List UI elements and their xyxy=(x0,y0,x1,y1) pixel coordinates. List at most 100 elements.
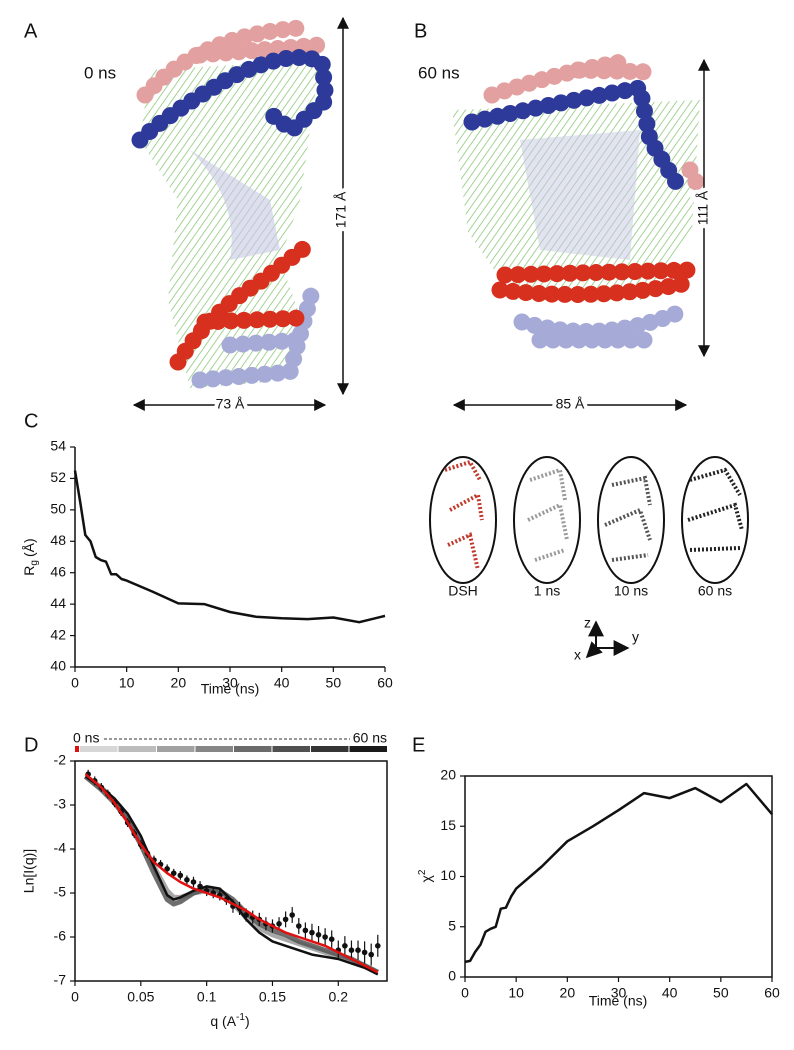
y-tick-label: -4 xyxy=(54,840,67,856)
y-tick-label: 15 xyxy=(440,817,456,833)
data-point xyxy=(289,912,296,918)
x-tick-label: 60 xyxy=(377,675,393,691)
data-point xyxy=(355,947,361,953)
x-tick-label: 30 xyxy=(611,985,627,1001)
data-point xyxy=(282,916,289,923)
plot-frame xyxy=(464,775,773,978)
y-axis-title-sub: g xyxy=(29,560,40,566)
inset-label: DSH xyxy=(448,583,478,599)
y-tick-label: 48 xyxy=(50,532,66,548)
x-tick-label: 10 xyxy=(508,985,524,1001)
legend-swatch xyxy=(157,746,195,752)
dimension-label: 171 Å xyxy=(333,191,349,228)
panel-label: D xyxy=(24,734,38,756)
legend-swatch xyxy=(272,746,310,752)
y-tick-label: 0 xyxy=(448,968,456,984)
y-tick-label: -5 xyxy=(54,884,67,900)
data-point xyxy=(328,936,335,942)
y-tick-label: 54 xyxy=(50,438,66,454)
legend-end: 60 ns xyxy=(353,730,387,746)
x-tick-label: 0 xyxy=(71,675,79,691)
legend-swatch xyxy=(234,746,272,752)
y-axis-title-sup: 2 xyxy=(417,869,428,875)
y-axis-title-base: R xyxy=(21,566,37,576)
y-tick-label: -2 xyxy=(54,752,67,768)
y-tick-label: -3 xyxy=(54,796,67,812)
molecule-a xyxy=(131,19,335,389)
data-point xyxy=(302,927,309,934)
y-tick-label: 46 xyxy=(50,563,66,579)
panel-label: E xyxy=(412,734,425,756)
data-point xyxy=(309,929,315,936)
insets xyxy=(429,456,749,659)
y-tick-label: 44 xyxy=(50,595,66,611)
data-point xyxy=(348,947,355,953)
x-tick-label: 0.05 xyxy=(127,989,154,1005)
inset-label: 1 ns xyxy=(534,583,560,599)
data-point xyxy=(190,879,197,885)
legend-swatch xyxy=(311,746,349,752)
axis-glyph: z xyxy=(584,615,591,631)
dimension-label: 85 Å xyxy=(556,396,585,412)
x-tick-label: 0 xyxy=(461,985,469,1001)
x-tick-label: 50 xyxy=(326,675,342,691)
panel-label: C xyxy=(24,410,38,432)
legend-swatch xyxy=(75,746,79,752)
data-point xyxy=(315,932,322,938)
molecule-b xyxy=(452,53,709,349)
data-point xyxy=(342,943,348,949)
axis-glyph: x xyxy=(574,647,581,663)
y-tick-label: 42 xyxy=(50,626,66,642)
x-tick-label: 40 xyxy=(274,675,290,691)
inset-label: 10 ns xyxy=(614,583,648,599)
y-tick-label: 50 xyxy=(50,501,66,517)
y-tick-label: 40 xyxy=(50,658,66,674)
y-axis-title-base: χ xyxy=(418,874,434,882)
legend-swatch xyxy=(118,746,156,752)
line xyxy=(84,773,379,974)
data-point xyxy=(170,870,177,876)
x-axis-title-end: ) xyxy=(245,1013,250,1029)
inset-labels: DSH 1 ns 10 ns 60 ns xyxy=(448,583,732,599)
x-axis-title: q (A-1) xyxy=(210,1012,249,1029)
y-axis-title: Rg (Å) xyxy=(21,538,40,575)
data-point xyxy=(295,923,302,929)
data-point xyxy=(374,943,381,949)
x-tick-label: 0.15 xyxy=(259,989,286,1005)
data-point xyxy=(322,934,328,940)
y-axis-title: Ln[I(q)] xyxy=(21,849,37,893)
y-tick-label: 52 xyxy=(50,469,66,485)
y-axis-title-unit: (Å) xyxy=(21,538,37,557)
data-point xyxy=(164,866,170,872)
x-tick-label: 30 xyxy=(222,675,238,691)
legend-bar xyxy=(75,746,387,752)
x-tick-label: 20 xyxy=(171,675,187,691)
x-tick-label: 0.1 xyxy=(197,989,217,1005)
plot-frame xyxy=(74,760,388,982)
axis-glyph: y xyxy=(632,629,639,645)
legend-swatch xyxy=(195,746,233,752)
panel-label: A xyxy=(24,20,38,42)
line xyxy=(73,470,386,624)
time-label: 60 ns xyxy=(418,63,460,82)
line xyxy=(84,775,379,976)
y-tick-label: 10 xyxy=(440,867,456,883)
data-point xyxy=(184,877,190,883)
y-axis-title: χ2 xyxy=(417,869,434,882)
data-point xyxy=(243,912,249,918)
legend-swatch xyxy=(349,746,387,752)
x-axis-title-sup: -1 xyxy=(236,1012,245,1023)
x-axis-title: Time (ns) xyxy=(589,993,648,1009)
x-axis-title-base: q (A xyxy=(210,1013,236,1029)
y-tick-label: -6 xyxy=(54,928,67,944)
y-tick-label: -7 xyxy=(54,972,67,988)
y-tick-label: 5 xyxy=(448,917,456,933)
time-label: 0 ns xyxy=(84,63,116,82)
data-point xyxy=(276,921,282,927)
data-point xyxy=(177,872,184,879)
y-tick-label: 20 xyxy=(440,767,456,783)
x-tick-label: 50 xyxy=(713,985,729,1001)
x-axis-title: Time (ns) xyxy=(201,681,260,697)
legend-start: 0 ns xyxy=(73,730,99,746)
